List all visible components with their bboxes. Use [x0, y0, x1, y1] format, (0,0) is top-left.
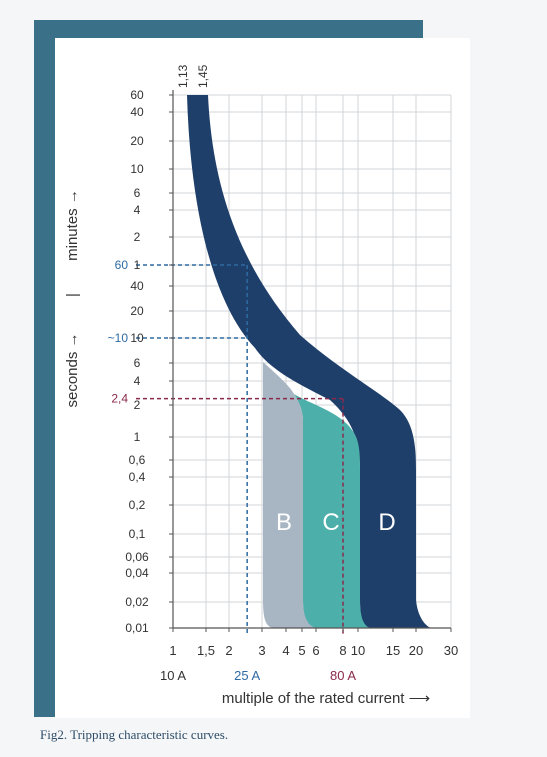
x-tick-label: 3	[258, 643, 265, 658]
x-tick-label: 30	[444, 643, 458, 658]
y-tick-label: 0,2	[129, 498, 146, 512]
y-axis-label-minutes: minutes →	[64, 189, 81, 261]
y-tick-label: 0,02	[125, 595, 149, 609]
y-axis-label-seconds: seconds →	[64, 332, 81, 407]
x-tick-label: 15	[386, 643, 400, 658]
x-tick-label: 8	[339, 643, 346, 658]
x-tick-label: 4	[282, 643, 289, 658]
x-axis-title: multiple of the rated current ⟶	[222, 690, 430, 707]
y-tick-label: 0,01	[125, 621, 149, 635]
y-tick-label: 1	[134, 430, 141, 444]
y-tick-label: 20	[130, 304, 144, 318]
y-tick-label: 0,06	[125, 550, 149, 564]
curve-label-B: B	[276, 509, 292, 536]
x-tick-label: 20	[409, 643, 423, 658]
y-tick-label: 4	[134, 203, 141, 217]
y-tick-label: 40	[130, 279, 144, 293]
y-tick-label: 4	[134, 374, 141, 388]
curve-label-D: D	[378, 509, 395, 536]
x-tick-label: 1,5	[197, 643, 215, 658]
y-tick-label: 6	[134, 186, 141, 200]
x-tick-label: 10	[351, 643, 365, 658]
y-tick-label: 40	[130, 105, 144, 119]
curve-B	[263, 362, 318, 628]
y-tick-label: 0,6	[129, 453, 146, 467]
current-label: 10 A	[160, 668, 186, 683]
y-tick-label: 0,4	[129, 470, 146, 484]
x-tick-label: 1	[169, 643, 176, 658]
y-tick-label: 10	[130, 331, 144, 345]
curve-D	[187, 95, 432, 628]
y-axis-label-separator: |	[64, 293, 81, 297]
y-tick-label: 0,1	[129, 527, 146, 541]
y-tick-label: 60	[130, 88, 144, 102]
marker-label: ~10	[108, 331, 129, 345]
y-tick-label: 2	[134, 230, 141, 244]
label-layer: 0,01 0,02 0,04 0,06 0,1 0,2 0,4 0,6 1 2 4 6 10 20 40 1 2…	[64, 64, 458, 707]
curve-C	[294, 394, 372, 628]
top-label: 1,13	[176, 64, 190, 88]
marker-label: 2,4	[111, 392, 128, 406]
y-tick-label: 1	[134, 258, 141, 272]
marker-label: 60	[115, 258, 129, 272]
current-label: 80 A	[330, 668, 356, 683]
current-label: 25 A	[234, 668, 260, 683]
x-tick-label: 2	[225, 643, 232, 658]
y-tick-label: 20	[130, 134, 144, 148]
axis-layer	[169, 90, 452, 632]
y-tick-label: 2	[134, 398, 141, 412]
y-tick-label: 10	[130, 162, 144, 176]
x-tick-label: 5	[298, 643, 305, 658]
y-tick-label: 0,04	[125, 566, 149, 580]
y-axis-title: seconds → | minutes →	[64, 189, 81, 407]
marker-layer: 60 ~10 2,4	[108, 258, 344, 636]
x-tick-label: 6	[312, 643, 319, 658]
figure-caption: Fig2. Tripping characteristic curves.	[40, 727, 229, 742]
top-label: 1,45	[196, 64, 210, 88]
curve-layer: B C D	[187, 95, 432, 628]
y-tick-label: 6	[134, 356, 141, 370]
curve-label-C: C	[322, 509, 339, 536]
